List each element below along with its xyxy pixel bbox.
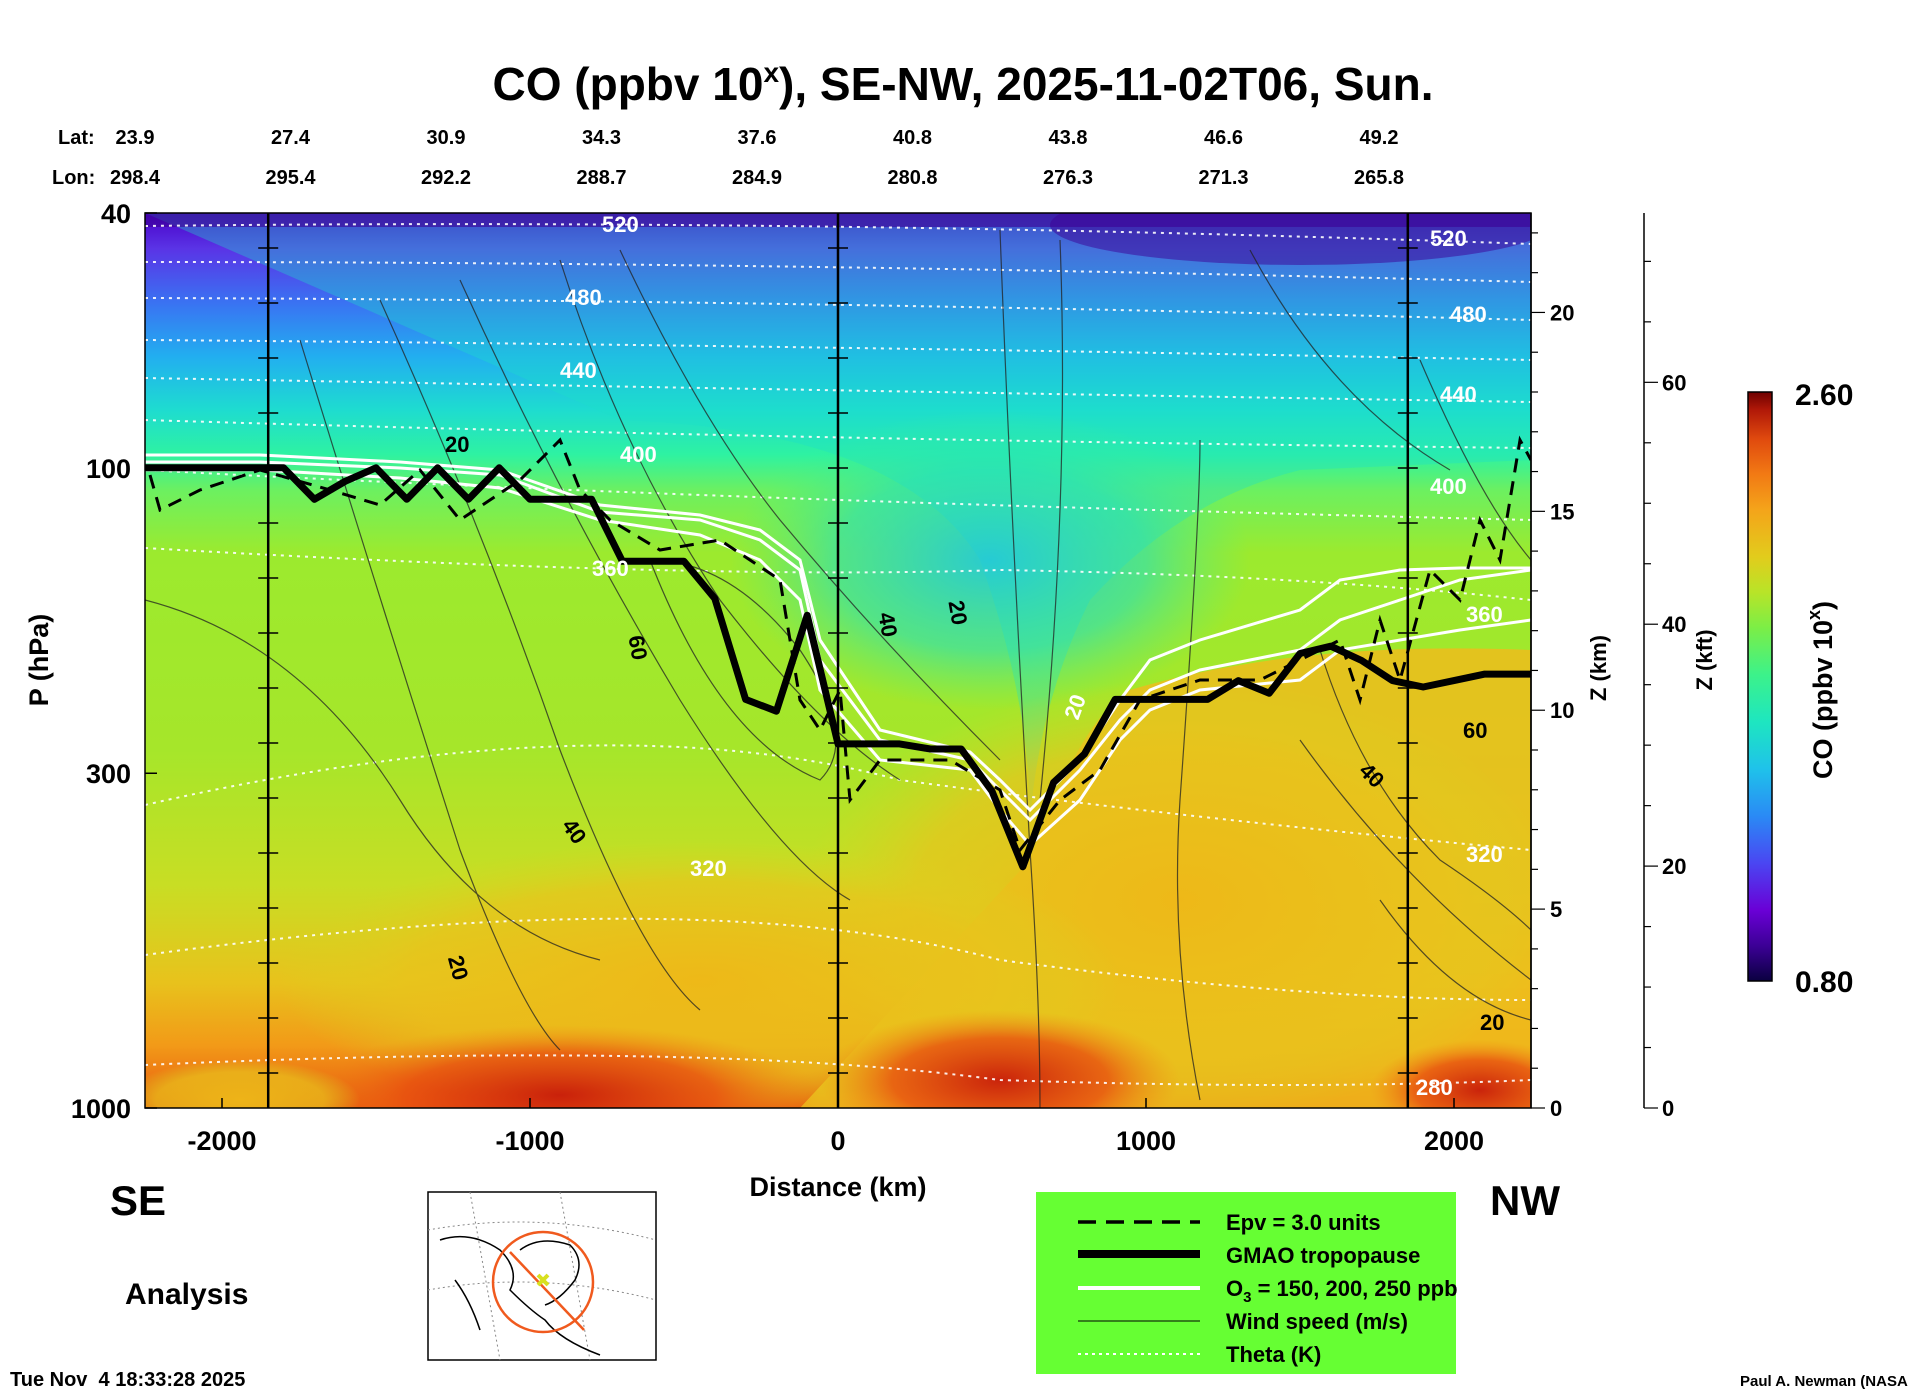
lat-value: 34.3 bbox=[582, 127, 621, 149]
x-tick-label: 2000 bbox=[1424, 1126, 1484, 1156]
colorbar-max-label: 2.60 bbox=[1795, 379, 1853, 412]
colorbar-label: CO (ppbv 10x) bbox=[1804, 601, 1838, 779]
theta-label-400: 400 bbox=[620, 442, 657, 467]
y-axis: 40 100 300 1000 bbox=[71, 199, 157, 1124]
wind-label-60b: 60 bbox=[1463, 718, 1487, 743]
theta-label-320-right: 320 bbox=[1466, 842, 1503, 867]
y-tick-label: 100 bbox=[86, 454, 131, 484]
z-kft-tick-label: 40 bbox=[1662, 612, 1686, 637]
z-km-tick-label: 0 bbox=[1550, 1096, 1562, 1121]
legend-label-wind: Wind speed (m/s) bbox=[1226, 1309, 1408, 1334]
x-tick-label: -2000 bbox=[187, 1126, 256, 1156]
tropopause-line bbox=[145, 464, 1531, 871]
legend-label-o3: O3 = 150, 200, 250 ppb bbox=[1226, 1276, 1458, 1306]
lon-value: 265.8 bbox=[1354, 167, 1404, 189]
z-km-tick-label: 15 bbox=[1550, 499, 1574, 524]
theta-label-320: 320 bbox=[690, 856, 727, 881]
theta-label-360-right: 360 bbox=[1466, 602, 1503, 627]
theta-label-360: 360 bbox=[592, 556, 629, 581]
credit: Paul A. Newman (NASA bbox=[1740, 1373, 1908, 1390]
lon-label: Lon: bbox=[52, 167, 95, 189]
theta-label-520-right: 520 bbox=[1430, 226, 1467, 251]
lat-value: 46.6 bbox=[1204, 127, 1243, 149]
theta-label-280: 280 bbox=[1416, 1075, 1453, 1100]
lon-value: 284.9 bbox=[732, 167, 782, 189]
legend-label-tropopause: GMAO tropopause bbox=[1226, 1243, 1420, 1268]
legend-label-theta: Theta (K) bbox=[1226, 1342, 1321, 1367]
lat-value: 49.2 bbox=[1360, 127, 1399, 149]
theta-label-440: 440 bbox=[560, 358, 597, 383]
wind-label-20a: 20 bbox=[445, 432, 469, 457]
z-km-axis: 0 5 10 15 20 bbox=[1530, 213, 1574, 1121]
lat-lon-values: 23.9 298.4 27.4 295.4 30.9 292.2 34.3 288.7 37.6… bbox=[110, 127, 1404, 189]
z-km-tick-label: 20 bbox=[1550, 300, 1574, 325]
z-kft-label: Z (kft) bbox=[1692, 629, 1717, 690]
z-km-tick-label: 10 bbox=[1550, 698, 1574, 723]
lat-value: 37.6 bbox=[738, 127, 777, 149]
marker-lines bbox=[258, 213, 1418, 1108]
lat-value: 30.9 bbox=[427, 127, 466, 149]
theta-label-480: 480 bbox=[565, 285, 602, 310]
x-tick-label: -1000 bbox=[495, 1126, 564, 1156]
x-tick-label: 0 bbox=[830, 1126, 845, 1156]
chart-title: CO (ppbv 10x), SE-NW, 2025-11-02T06, Sun… bbox=[493, 57, 1434, 110]
colorbar bbox=[1747, 391, 1773, 982]
x-axis-label: Distance (km) bbox=[749, 1172, 926, 1202]
z-km-label: Z (km) bbox=[1586, 635, 1611, 701]
wind-label-20b: 20 bbox=[943, 598, 972, 626]
wind-label-20e: 20 bbox=[1480, 1010, 1504, 1035]
lat-value: 40.8 bbox=[893, 127, 932, 149]
direction-right: NW bbox=[1490, 1177, 1560, 1224]
lon-value: 295.4 bbox=[265, 167, 316, 189]
z-kft-tick-label: 60 bbox=[1662, 370, 1686, 395]
z-km-tick-label: 5 bbox=[1550, 897, 1562, 922]
lat-label: Lat: bbox=[58, 127, 95, 149]
y-axis-label: P (hPa) bbox=[24, 614, 54, 707]
co-field: 520 480 440 400 360 320 520 480 440 400 … bbox=[145, 212, 1531, 1108]
x-axis: -2000 -1000 0 1000 2000 bbox=[187, 1098, 1484, 1156]
lat-lon-header: Lat: Lon: bbox=[52, 127, 95, 189]
lat-value: 27.4 bbox=[271, 127, 311, 149]
theta-label-520: 520 bbox=[602, 212, 639, 237]
lat-value: 43.8 bbox=[1049, 127, 1088, 149]
o3-contours bbox=[145, 453, 1531, 848]
z-kft-tick-label: 0 bbox=[1662, 1096, 1674, 1121]
lon-value: 292.2 bbox=[421, 167, 471, 189]
theta-label-400-right: 400 bbox=[1430, 474, 1467, 499]
lon-value: 276.3 bbox=[1043, 167, 1093, 189]
lon-value: 288.7 bbox=[576, 167, 626, 189]
y-tick-label: 1000 bbox=[71, 1094, 131, 1124]
direction-left: SE bbox=[110, 1177, 166, 1224]
lon-value: 298.4 bbox=[110, 167, 161, 189]
z-kft-tick-label: 20 bbox=[1662, 854, 1686, 879]
colorbar-min-label: 0.80 bbox=[1795, 966, 1853, 999]
lat-value: 23.9 bbox=[116, 127, 155, 149]
wind-label-60a: 60 bbox=[623, 633, 652, 661]
z-kft-axis: 0 20 40 60 bbox=[1643, 213, 1686, 1121]
y-tick-label: 300 bbox=[86, 759, 131, 789]
timestamp: Tue Nov 4 18:33:28 2025 bbox=[10, 1369, 245, 1391]
analysis-label: Analysis bbox=[125, 1278, 248, 1311]
wind-label-40a: 40 bbox=[873, 610, 902, 638]
legend-label-epv: Epv = 3.0 units bbox=[1226, 1210, 1381, 1235]
theta-label-440-right: 440 bbox=[1440, 382, 1477, 407]
lon-value: 280.8 bbox=[887, 167, 937, 189]
lon-value: 271.3 bbox=[1198, 167, 1248, 189]
y-tick-label: 40 bbox=[101, 199, 131, 229]
legend: Epv = 3.0 units GMAO tropopause O3 = 150… bbox=[1036, 1192, 1458, 1374]
inset-map bbox=[427, 1191, 657, 1361]
x-tick-label: 1000 bbox=[1116, 1126, 1176, 1156]
theta-label-480-right: 480 bbox=[1450, 302, 1487, 327]
